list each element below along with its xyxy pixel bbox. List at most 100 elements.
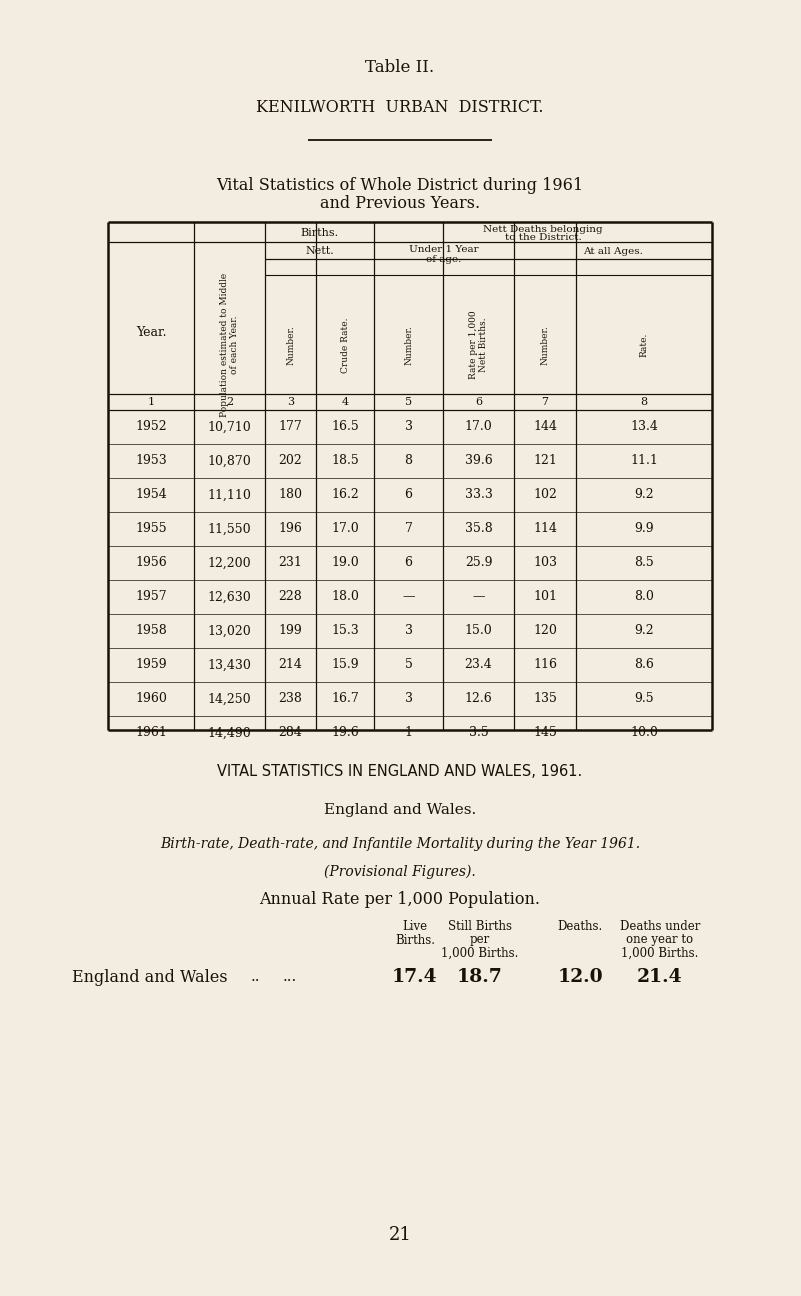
Text: 35.8: 35.8 (465, 522, 493, 535)
Text: 103: 103 (533, 556, 557, 569)
Text: per: per (470, 933, 490, 946)
Text: 101: 101 (533, 591, 557, 604)
Text: Deaths under: Deaths under (620, 920, 700, 933)
Text: Births.: Births. (395, 933, 435, 946)
Text: 1961: 1961 (135, 727, 167, 740)
Text: ...: ... (283, 969, 297, 984)
Text: of age.: of age. (426, 254, 461, 263)
Text: 17.0: 17.0 (465, 420, 493, 433)
Text: 8.0: 8.0 (634, 591, 654, 604)
Text: 13.4: 13.4 (630, 420, 658, 433)
Text: 18.5: 18.5 (331, 455, 359, 468)
Text: 33.3: 33.3 (465, 489, 493, 502)
Text: 9.2: 9.2 (634, 625, 654, 638)
Text: 1: 1 (405, 727, 413, 740)
Text: 14,250: 14,250 (207, 692, 252, 705)
Text: Deaths.: Deaths. (557, 920, 602, 933)
Text: 16.2: 16.2 (331, 489, 359, 502)
Text: 9.9: 9.9 (634, 522, 654, 535)
Text: 1954: 1954 (135, 489, 167, 502)
Text: 3: 3 (287, 397, 294, 407)
Text: 1955: 1955 (135, 522, 167, 535)
Text: 6: 6 (475, 397, 482, 407)
Text: 2: 2 (226, 397, 233, 407)
Text: 9.5: 9.5 (634, 692, 654, 705)
Text: KENILWORTH  URBAN  DISTRICT.: KENILWORTH URBAN DISTRICT. (256, 100, 544, 117)
Text: Annual Rate per 1,000 Population.: Annual Rate per 1,000 Population. (260, 892, 541, 908)
Text: 196: 196 (279, 522, 303, 535)
Text: Year.: Year. (135, 325, 167, 338)
Text: 19.6: 19.6 (331, 727, 359, 740)
Text: Number.: Number. (404, 325, 413, 365)
Text: 284: 284 (279, 727, 303, 740)
Text: Crude Rate.: Crude Rate. (340, 318, 349, 373)
Text: —: — (402, 591, 415, 604)
Text: Population estimated to Middle
of each Year.: Population estimated to Middle of each Y… (219, 273, 239, 417)
Text: —: — (473, 591, 485, 604)
Text: 1956: 1956 (135, 556, 167, 569)
Text: Under 1 Year: Under 1 Year (409, 245, 479, 254)
Text: 202: 202 (279, 455, 302, 468)
Text: 13,020: 13,020 (207, 625, 252, 638)
Text: ..: .. (250, 969, 260, 984)
Text: 9.2: 9.2 (634, 489, 654, 502)
Text: Rate.: Rate. (639, 333, 649, 358)
Text: England and Wales: England and Wales (72, 968, 227, 985)
Text: 145: 145 (533, 727, 557, 740)
Text: 15.3: 15.3 (331, 625, 359, 638)
Text: Number.: Number. (286, 325, 295, 365)
Text: 12.6: 12.6 (465, 692, 493, 705)
Text: 1: 1 (147, 397, 155, 407)
Text: 1960: 1960 (135, 692, 167, 705)
Text: 14,490: 14,490 (207, 727, 252, 740)
Text: 25.9: 25.9 (465, 556, 493, 569)
Text: 8: 8 (405, 455, 413, 468)
Text: Birth-rate, Death-rate, and Infantile Mortality during the Year 1961.: Birth-rate, Death-rate, and Infantile Mo… (160, 837, 640, 851)
Text: 15.0: 15.0 (465, 625, 493, 638)
Text: 228: 228 (279, 591, 302, 604)
Text: 199: 199 (279, 625, 302, 638)
Text: 1957: 1957 (135, 591, 167, 604)
Text: 8.5: 8.5 (634, 556, 654, 569)
Text: At all Ages.: At all Ages. (583, 246, 643, 255)
Text: 8.6: 8.6 (634, 658, 654, 671)
Text: 6: 6 (405, 556, 413, 569)
Text: 231: 231 (279, 556, 303, 569)
Text: 8: 8 (641, 397, 647, 407)
Text: 7: 7 (541, 397, 549, 407)
Text: Nett Deaths belonging: Nett Deaths belonging (483, 224, 603, 233)
Text: 135: 135 (533, 692, 557, 705)
Text: 120: 120 (533, 625, 557, 638)
Text: 10.0: 10.0 (630, 727, 658, 740)
Text: (Provisional Figures).: (Provisional Figures). (324, 864, 476, 879)
Text: 5: 5 (405, 397, 412, 407)
Text: Vital Statistics of Whole District during 1961: Vital Statistics of Whole District durin… (216, 176, 584, 193)
Text: 144: 144 (533, 420, 557, 433)
Text: 7: 7 (405, 522, 413, 535)
Text: 1959: 1959 (135, 658, 167, 671)
Text: 11,110: 11,110 (207, 489, 252, 502)
Text: 11,550: 11,550 (207, 522, 252, 535)
Text: Nett.: Nett. (305, 246, 334, 257)
Text: 19.0: 19.0 (331, 556, 359, 569)
Text: to the District.: to the District. (505, 233, 582, 242)
Text: 1952: 1952 (135, 420, 167, 433)
Text: 39.6: 39.6 (465, 455, 493, 468)
Text: 1953: 1953 (135, 455, 167, 468)
Text: 121: 121 (533, 455, 557, 468)
Text: 16.7: 16.7 (331, 692, 359, 705)
Text: England and Wales.: England and Wales. (324, 804, 476, 816)
Text: 10,870: 10,870 (207, 455, 252, 468)
Text: 15.9: 15.9 (331, 658, 359, 671)
Text: 17.0: 17.0 (331, 522, 359, 535)
Text: 12.0: 12.0 (557, 968, 603, 986)
Text: VITAL STATISTICS IN ENGLAND AND WALES, 1961.: VITAL STATISTICS IN ENGLAND AND WALES, 1… (217, 765, 582, 779)
Text: and Previous Years.: and Previous Years. (320, 196, 480, 213)
Text: 114: 114 (533, 522, 557, 535)
Text: 23.4: 23.4 (465, 658, 493, 671)
Text: 11.1: 11.1 (630, 455, 658, 468)
Text: 18.7: 18.7 (457, 968, 503, 986)
Text: Births.: Births. (300, 228, 339, 238)
Text: Live: Live (402, 920, 428, 933)
Text: 21: 21 (388, 1226, 412, 1244)
